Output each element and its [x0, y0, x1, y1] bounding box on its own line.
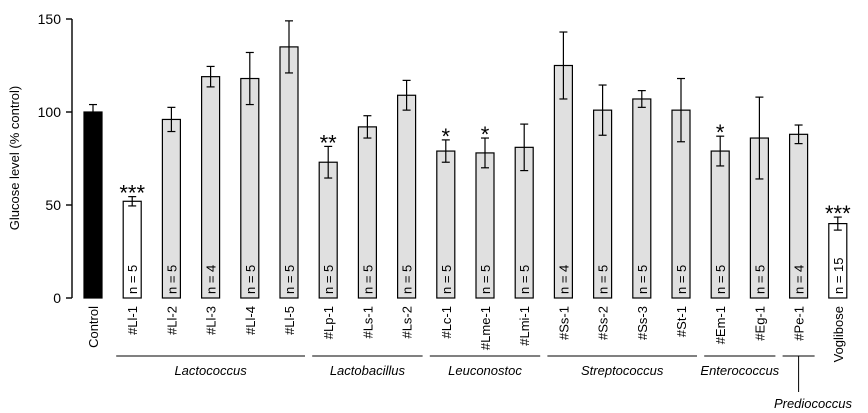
n-label: n = 5 [439, 265, 454, 294]
y-tick-label: 0 [53, 290, 61, 306]
category-label: #Ll-5 [282, 306, 297, 335]
n-label: n = 5 [713, 265, 728, 294]
n-label: n = 4 [792, 265, 807, 294]
significance-marker: * [481, 122, 490, 147]
y-axis-label: Glucose level (% control) [7, 86, 22, 231]
category-label: Voglibose [831, 306, 846, 362]
n-label: n = 4 [556, 265, 571, 294]
n-label: n = 5 [596, 265, 611, 294]
significance-marker: *** [119, 181, 145, 206]
category-label: #Ls-1 [360, 306, 375, 339]
category-label: #Ss-2 [596, 306, 611, 340]
n-label: n = 5 [125, 265, 140, 294]
n-label: n = 4 [204, 265, 219, 294]
category-label: #Em-1 [713, 306, 728, 344]
category-label: #Ll-2 [164, 306, 179, 335]
group-label: Prediococcus [774, 396, 853, 411]
category-label: #Lme-1 [478, 306, 493, 350]
group-label: Leuconostoc [448, 363, 522, 378]
n-label: n = 5 [752, 265, 767, 294]
y-tick-label: 50 [45, 197, 61, 213]
category-label: #Lmi-1 [517, 306, 532, 346]
bar [553, 64, 574, 299]
category-label: #Ll-4 [243, 306, 258, 335]
category-label: #Ls-2 [400, 306, 415, 339]
significance-marker: * [716, 120, 725, 145]
category-label: Control [86, 306, 101, 348]
n-label: n = 5 [164, 265, 179, 294]
n-label: n = 5 [674, 265, 689, 294]
category-label: #Pe-1 [792, 306, 807, 341]
category-label: #Lc-1 [439, 306, 454, 339]
n-label: n = 5 [360, 265, 375, 294]
category-label: #St-1 [674, 306, 689, 337]
significance-marker: *** [825, 201, 851, 226]
significance-marker: ** [320, 130, 338, 155]
category-label: #Eg-1 [752, 306, 767, 341]
category-label: #Ss-1 [556, 306, 571, 340]
category-label: #Lp-1 [321, 306, 336, 339]
n-label: n = 5 [478, 265, 493, 294]
n-label: n = 5 [243, 265, 258, 294]
group-label: Streptococcus [581, 363, 664, 378]
n-label: n = 5 [282, 265, 297, 294]
group-label: Lactobacillus [330, 363, 406, 378]
n-label: n = 15 [831, 257, 846, 294]
n-label: n = 5 [517, 265, 532, 294]
n-label: n = 5 [400, 265, 415, 294]
significance-marker: * [442, 124, 451, 149]
category-label: #Ss-3 [635, 306, 650, 340]
n-label: n = 15 [86, 257, 101, 294]
group-label: Lactococcus [174, 363, 247, 378]
y-tick-label: 150 [38, 11, 62, 27]
n-label: n = 5 [635, 265, 650, 294]
category-label: #Ll-1 [125, 306, 140, 335]
category-label: #Ll-3 [204, 306, 219, 335]
y-tick-label: 100 [38, 104, 62, 120]
group-label: Enterococcus [700, 363, 779, 378]
bar [279, 46, 299, 299]
n-label: n = 5 [321, 265, 336, 294]
